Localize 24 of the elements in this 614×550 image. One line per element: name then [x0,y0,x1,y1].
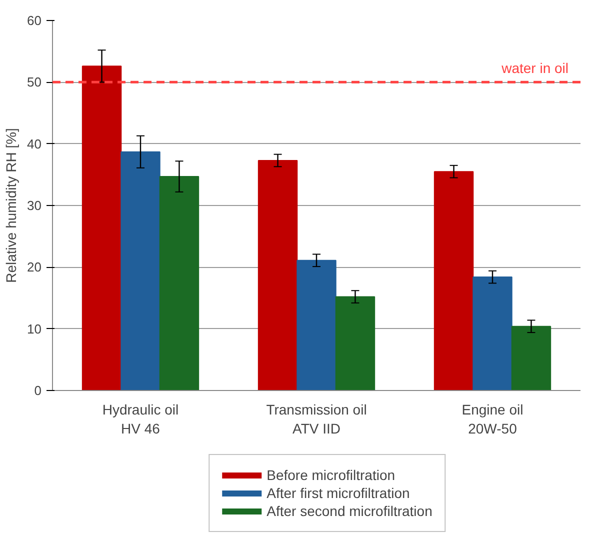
bar [335,296,376,390]
y-axis-title: Relative humidity RH [%] [3,128,20,283]
y-tick-label: 60 [27,13,42,28]
ref-line-label: water in oil [500,60,569,76]
bar [159,176,200,390]
y-tick-label: 10 [27,321,42,336]
bar [511,326,552,390]
bar [434,171,474,390]
bar [296,260,336,390]
legend-label: After second microfiltration [266,503,432,519]
x-tick-label: Hydraulic oil HV 46 [102,402,179,437]
y-tick-label: 20 [27,260,42,275]
legend-label: After first microfiltration [266,485,410,501]
y-tick-label: 50 [27,74,42,90]
bar [258,160,298,390]
x-tick-label: Transmission oil ATV IID [266,402,367,437]
y-tick-label: 40 [27,136,42,152]
x-tick-label: Engine oil 20W-50 [462,402,524,437]
y-tick-label: 0 [34,383,42,398]
legend-label: Before microfiltration [266,467,396,483]
y-tick-label: 30 [27,198,42,213]
bar [120,151,160,390]
bar [82,66,122,390]
bar [472,276,512,390]
